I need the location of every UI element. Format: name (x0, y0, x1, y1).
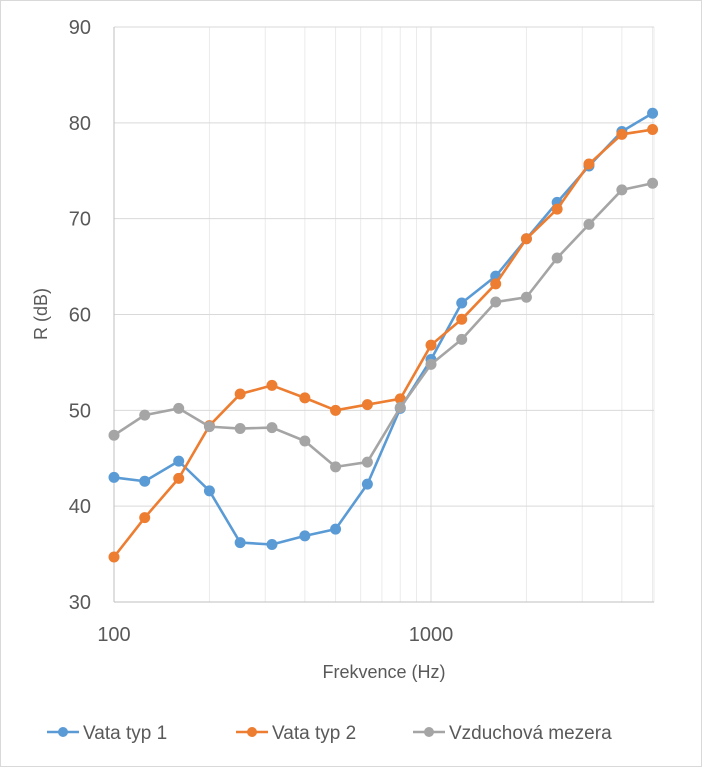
data-point (551, 252, 563, 264)
data-point (108, 429, 120, 441)
data-point (330, 404, 342, 416)
data-point (361, 456, 373, 468)
x-tick-label: 1000 (409, 624, 454, 646)
legend-item[interactable]: Vzduchová mezera (413, 723, 612, 744)
data-point (139, 512, 151, 524)
legend-item[interactable]: Vata typ 2 (236, 723, 356, 744)
series-line (113, 112, 654, 546)
series-group (108, 107, 659, 563)
data-point (490, 296, 502, 308)
data-point (234, 388, 246, 400)
data-point (361, 399, 373, 411)
series-vzduchová-mezera (108, 177, 659, 473)
data-point (266, 422, 278, 434)
data-point (299, 435, 311, 447)
legend-label: Vata typ 2 (272, 723, 356, 744)
x-axis-label: Frekvence (Hz) (322, 662, 445, 682)
series-vata-typ-2 (108, 124, 659, 563)
data-point (234, 537, 246, 549)
series-vata-typ-1 (108, 107, 659, 550)
x-tick-label: 100 (97, 624, 130, 646)
legend-marker-icon (247, 727, 257, 737)
legend-label: Vata typ 1 (83, 723, 167, 744)
data-point (361, 478, 373, 490)
data-point (203, 421, 215, 433)
data-point (520, 291, 532, 303)
data-point (173, 402, 185, 414)
data-point (266, 379, 278, 391)
data-point (394, 401, 406, 413)
legend: Vata typ 1 Vata typ 2 Vzduchová mezera (47, 723, 612, 744)
x-tick-labels: 100 1000 (97, 624, 453, 646)
data-point (203, 485, 215, 497)
y-tick-label: 70 (69, 209, 91, 231)
axes (113, 27, 654, 603)
data-point (583, 158, 595, 170)
legend-marker-icon (424, 727, 434, 737)
data-point (490, 278, 502, 290)
data-point (520, 233, 532, 245)
series-line (112, 128, 653, 558)
data-point (647, 124, 659, 136)
data-point (647, 107, 659, 119)
data-point (139, 475, 151, 487)
data-point (551, 203, 563, 215)
gridlines (113, 26, 655, 603)
data-point (616, 128, 628, 140)
y-tick-label: 60 (69, 305, 91, 327)
y-tick-label: 40 (69, 496, 91, 518)
data-point (299, 392, 311, 404)
data-point (456, 297, 468, 309)
data-point (266, 539, 278, 550)
data-point (173, 472, 185, 484)
data-point (616, 184, 628, 196)
data-point (173, 455, 185, 467)
legend-item[interactable]: Vata typ 1 (47, 723, 167, 744)
data-point (330, 523, 342, 535)
y-tick-label: 50 (69, 400, 91, 422)
data-point (456, 333, 468, 345)
data-point (234, 423, 246, 435)
data-point (425, 358, 437, 370)
data-point (425, 339, 437, 351)
legend-marker-icon (58, 727, 68, 737)
y-tick-labels: 30 40 50 60 70 80 90 (69, 17, 91, 614)
y-axis-label: R (dB) (31, 288, 51, 340)
y-tick-label: 90 (69, 17, 91, 39)
data-point (647, 177, 659, 189)
series-line (113, 181, 653, 469)
data-point (108, 551, 120, 563)
y-tick-label: 80 (69, 113, 91, 135)
data-point (456, 313, 468, 325)
legend-label: Vzduchová mezera (449, 723, 612, 744)
data-point (330, 461, 342, 473)
data-point (108, 471, 120, 483)
data-point (299, 530, 311, 542)
y-tick-label: 30 (69, 592, 91, 614)
data-point (139, 409, 151, 421)
data-point (583, 218, 595, 230)
